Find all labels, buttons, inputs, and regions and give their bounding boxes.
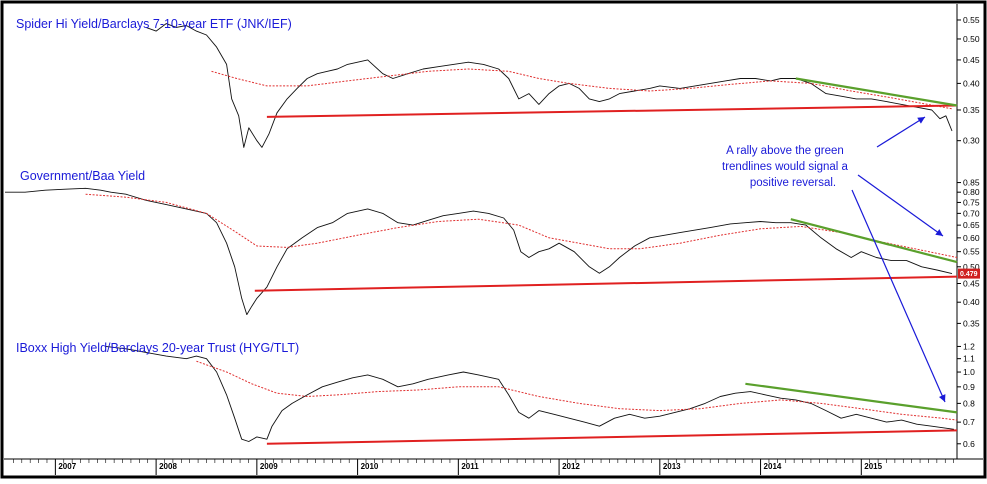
y-tick-label: 0.8: [963, 398, 975, 408]
annotation-line-3: positive reversal.: [750, 177, 836, 189]
y-tick-label: 0.45: [963, 279, 980, 289]
annotation-arrowhead: [935, 229, 943, 236]
x-year-label: 2010: [361, 462, 379, 471]
y-tick-label: 0.40: [963, 78, 980, 88]
panel-title: Government/Baa Yield: [20, 169, 145, 183]
y-tick-label: 0.9: [963, 382, 975, 392]
y-tick-label: 0.50: [963, 34, 980, 44]
panel-3: 1.2 1.1 1.0 0.9 0.8 0.7 0.6 IBoxx High Yield/Ba…: [16, 341, 975, 449]
y-tick-label: 0.70: [963, 208, 980, 218]
x-year-label: 2008: [159, 462, 177, 471]
y-tick-label: 0.50: [963, 262, 980, 272]
y-tick-label: 1.0: [963, 367, 975, 377]
series-resistance-trendline: [795, 77, 958, 107]
annotation: A rally above the green trendlines would…: [722, 145, 849, 189]
annotation-arrowhead: [938, 394, 946, 402]
annotation-line-1: A rally above the green: [726, 145, 844, 157]
series-moving-average: [211, 68, 953, 110]
y-tick-label: 0.45: [963, 55, 980, 65]
y-tick-label: 0.75: [963, 197, 980, 207]
last-value-badge: [958, 268, 980, 279]
x-year-label: 2011: [461, 462, 479, 471]
y-tick-label: 0.55: [963, 247, 980, 257]
y-tick-label: 0.65: [963, 220, 980, 230]
y-tick-label: 0.35: [963, 318, 980, 328]
series-support-trendline: [266, 104, 958, 118]
series-price: [105, 345, 955, 442]
series-moving-average: [85, 193, 958, 258]
annotation-arrow-line: [876, 116, 926, 148]
x-year-label: 2009: [260, 462, 278, 471]
y-tick-label: 0.7: [963, 417, 975, 427]
annotation-arrow-line: [851, 189, 946, 403]
annotation-line-2: trendlines would signal a: [722, 161, 849, 173]
annotation-arrows: [851, 116, 946, 403]
x-year-label: 2007: [58, 462, 76, 471]
y-tick-label: 0.6: [963, 439, 975, 449]
y-tick-label: 0.55: [963, 15, 980, 25]
series-price: [5, 187, 953, 316]
series-moving-average: [196, 360, 958, 421]
annotation-arrowhead: [917, 117, 925, 124]
y-tick-label: 0.85: [963, 178, 980, 188]
panel-title: IBoxx High Yield/Barclays 20-year Trust …: [16, 341, 299, 355]
panel-title: Spider Hi Yield/Barclays 7-10-year ETF (…: [16, 17, 292, 31]
series-resistance-trendline: [745, 382, 958, 414]
y-tick-label: 1.2: [963, 341, 975, 351]
x-year-label: 2013: [663, 462, 681, 471]
series-support-trendline: [266, 429, 958, 445]
y-tick-label: 0.60: [963, 233, 980, 243]
y-tick-label: 1.1: [963, 354, 975, 364]
panel-1: 0.55 0.50 0.45 0.40 0.35 0.30 Spider Hi Yield/…: [16, 15, 980, 148]
y-tick-label: 0.30: [963, 136, 980, 146]
series-support-trendline: [254, 275, 958, 292]
x-year-label: 2012: [562, 462, 580, 471]
last-value-label: 0.479: [960, 271, 978, 278]
y-tick-label: 0.40: [963, 297, 980, 307]
panel-2: 0.850.800.750.70 0.65 0.60 0.55 0.50 0.45 0.40…: [5, 169, 980, 328]
x-year-label: 2014: [764, 462, 782, 471]
x-axis: 2007 2008 2009 2010 2011 2012 2013 2014 2015: [13, 459, 954, 475]
chart-panels: 0.55 0.50 0.45 0.40 0.35 0.30 Spider Hi Yield/…: [5, 15, 980, 449]
y-tick-label: 0.35: [963, 105, 980, 115]
annotation-arrow-line: [857, 174, 944, 237]
x-year-label: 2015: [864, 462, 882, 471]
y-tick-label: 0.80: [963, 187, 980, 197]
